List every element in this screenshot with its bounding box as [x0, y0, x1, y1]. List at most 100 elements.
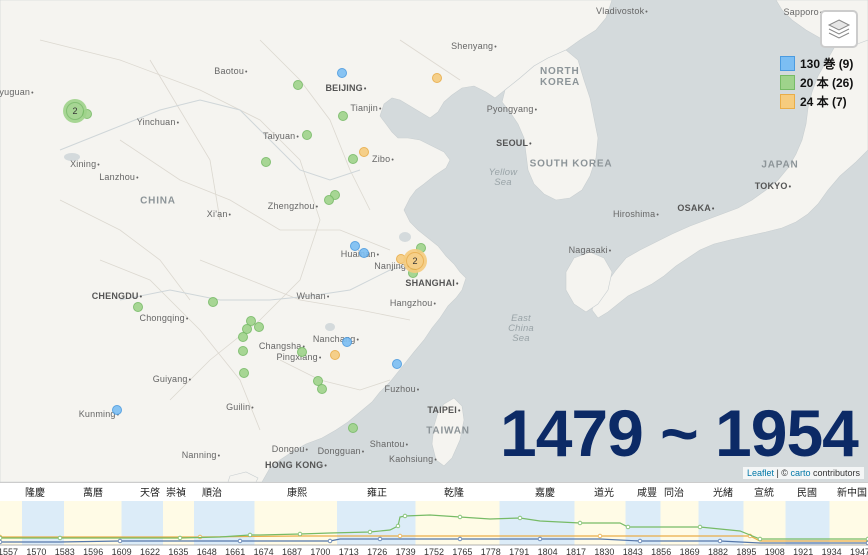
- lake-2: [399, 232, 411, 242]
- place-label-dongguan: Dongguan•: [317, 446, 365, 456]
- place-label-baotou: Baotou•: [214, 66, 248, 76]
- year-tick-label: 1570: [26, 547, 46, 555]
- marker-cluster-orange[interactable]: 2: [403, 249, 427, 273]
- year-tick-label: 1609: [112, 547, 132, 555]
- map-marker-green[interactable]: [293, 80, 303, 90]
- era-label: 萬曆: [83, 486, 103, 499]
- place-label-tokyo: TOKYO•: [754, 181, 792, 191]
- place-label-chengdu: CHENGDU•: [91, 291, 143, 301]
- map-marker-green[interactable]: [317, 384, 327, 394]
- city-dot: •: [457, 408, 461, 415]
- map-marker-green[interactable]: [324, 195, 334, 205]
- map-marker-green[interactable]: [338, 111, 348, 121]
- year-tick-label: 1622: [140, 547, 160, 555]
- era-band: [785, 501, 830, 545]
- city-dot: •: [324, 463, 327, 470]
- year-tick-label: 1687: [282, 547, 302, 555]
- attribution-rest: contributors: [810, 468, 860, 478]
- year-tick-label: 1557: [0, 547, 18, 555]
- map-marker-green[interactable]: [133, 302, 143, 312]
- year-tick-label: 1882: [708, 547, 728, 555]
- lake-3: [325, 323, 335, 331]
- timeline-series-green-point: [57, 535, 63, 541]
- province-borders: [39, 39, 461, 431]
- city-dot: •: [363, 86, 367, 93]
- map-marker-blue[interactable]: [342, 337, 352, 347]
- map-marker-blue[interactable]: [350, 241, 360, 251]
- place-label-yinchuan: Yinchuan•: [136, 117, 180, 127]
- place-label-zhengzhou: Zhengzhou•: [267, 201, 319, 211]
- timeline-series-green-point: [177, 535, 183, 541]
- map-marker-green[interactable]: [238, 332, 248, 342]
- place-label-hiroshima: Hiroshima•: [613, 209, 659, 219]
- city-dot: •: [656, 212, 659, 219]
- land-island-sw: [227, 471, 259, 482]
- map-marker-blue[interactable]: [392, 359, 402, 369]
- timeline-series-green-point: [517, 515, 523, 521]
- map-marker-blue[interactable]: [112, 405, 122, 415]
- map-marker-green[interactable]: [239, 368, 249, 378]
- map-marker-green[interactable]: [348, 423, 358, 433]
- place-label-xian: Xi'an•: [206, 209, 232, 219]
- timeline-brush[interactable]: 隆慶 萬曆 天啓 崇禎 順治 康熙 雍正 乾隆 嘉慶 道光 咸豐 同治 光緒 宣統 民國 新中国 1557 157…: [0, 482, 868, 555]
- map-marker-orange[interactable]: [359, 147, 369, 157]
- place-label-guilin: Guilin•: [226, 402, 254, 412]
- place-label-ayuguan: ayuguan•: [0, 87, 34, 97]
- map-marker-green[interactable]: [348, 154, 358, 164]
- city-dot: •: [416, 387, 420, 394]
- timeline-series-blue-point: [457, 536, 463, 542]
- map-marker-green[interactable]: [261, 157, 271, 167]
- place-label-north-korea: NORTH KOREA: [539, 66, 581, 88]
- timeline-series-orange: [0, 535, 868, 542]
- legend-item-blue[interactable]: 130 巻 (9): [780, 54, 853, 73]
- layers-control-button[interactable]: [820, 10, 858, 48]
- city-dot: •: [529, 141, 532, 148]
- city-dot: •: [326, 294, 330, 301]
- era-label: 咸豐: [637, 486, 657, 499]
- legend-item-green[interactable]: 20 本 (26): [780, 73, 853, 92]
- map-marker-green[interactable]: [297, 347, 307, 357]
- place-label-taipei: TAIPEI•: [427, 405, 461, 415]
- city-dot: •: [185, 316, 189, 323]
- year-tick-label: 1921: [793, 547, 813, 555]
- city-dot: •: [434, 457, 437, 464]
- timeline-chart[interactable]: 隆慶 萬曆 天啓 崇禎 順治 康熙 雍正 乾隆 嘉慶 道光 咸豐 同治 光緒 宣統 民國 新中国 1557 157…: [0, 483, 868, 555]
- map-marker-green[interactable]: [238, 346, 248, 356]
- map-marker-orange[interactable]: [330, 350, 340, 360]
- place-label-sapporo: Sapporo•: [783, 7, 822, 17]
- map-marker-green[interactable]: [208, 297, 218, 307]
- map-marker-green[interactable]: [302, 130, 312, 140]
- era-label: 順治: [202, 486, 222, 499]
- place-label-pyongyang: Pyongyang•: [486, 104, 538, 114]
- carto-link[interactable]: carto: [790, 468, 811, 478]
- legend-item-orange[interactable]: 24 本 (7): [780, 92, 853, 111]
- era-label: 乾隆: [444, 486, 464, 499]
- era-band: [254, 501, 337, 545]
- city-dot: •: [318, 355, 322, 362]
- marker-cluster-green[interactable]: 2: [63, 99, 87, 123]
- legend-swatch: [780, 56, 795, 71]
- timeline-series-green-point: [577, 520, 583, 526]
- place-label-shantou: Shantou•: [369, 439, 409, 449]
- era-label: 康熙: [287, 486, 307, 499]
- city-dot: •: [315, 204, 319, 211]
- leaflet-link[interactable]: Leaflet: [746, 468, 774, 478]
- year-tick-label: 1583: [55, 547, 75, 555]
- city-dot: •: [711, 206, 715, 213]
- timeline-series-orange-point: [397, 533, 403, 539]
- place-label-japan: JAPAN: [761, 159, 799, 171]
- year-tick-label: 1661: [225, 547, 245, 555]
- map-marker-blue[interactable]: [337, 68, 347, 78]
- map-marker-green[interactable]: [254, 322, 264, 332]
- year-tick-label: 1895: [736, 547, 756, 555]
- map-view[interactable]: Vladivostok• Sapporo• Shenyang• Baotou• BEIJ…: [0, 0, 868, 482]
- era-band: [829, 501, 868, 545]
- year-tick-label: 1817: [566, 547, 586, 555]
- city-dot: •: [494, 44, 497, 51]
- map-marker-blue[interactable]: [359, 248, 369, 258]
- map-marker-orange[interactable]: [432, 73, 442, 83]
- year-tick-label: 1635: [168, 547, 188, 555]
- place-label-vladivostok: Vladivostok•: [596, 6, 648, 16]
- place-label-osaka: OSAKA•: [677, 203, 715, 213]
- city-dot: •: [116, 412, 120, 419]
